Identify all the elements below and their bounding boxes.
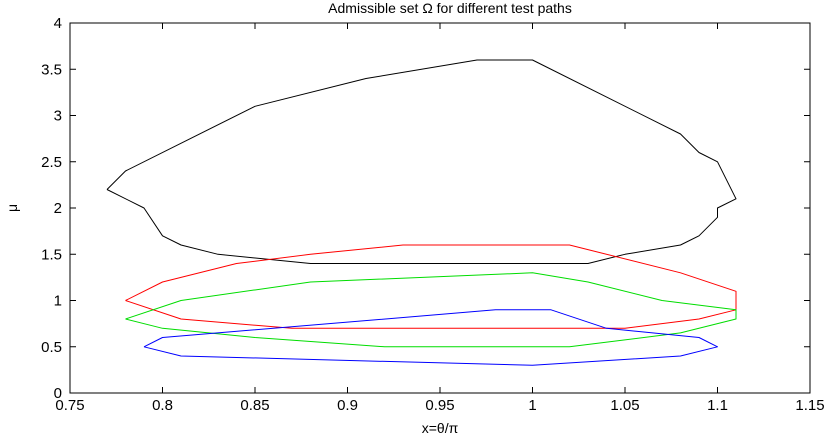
y-tick-label: 1 (54, 293, 62, 310)
chart-title: Admissible set Ω for different test path… (328, 0, 572, 16)
x-tick-label: 0.8 (152, 397, 173, 414)
x-axis-label: x=θ/π (422, 420, 459, 436)
series-line-4 (143, 309, 718, 366)
x-tick-label: 0.9 (337, 397, 358, 414)
y-tick-label: 1.5 (41, 246, 62, 263)
y-tick-label: 0.5 (41, 339, 62, 356)
x-tick-label: 0.95 (425, 397, 454, 414)
y-tick-label: 3.5 (41, 61, 62, 78)
x-tick-label: 1.1 (707, 397, 728, 414)
x-tick-label: 1.05 (610, 397, 639, 414)
y-axis-label: μ (4, 204, 20, 212)
series-line-2 (125, 244, 737, 329)
y-tick-label: 0 (54, 385, 62, 402)
series-layer (106, 59, 737, 366)
y-tick-label: 4 (54, 15, 62, 32)
series-line-3 (125, 272, 737, 348)
series-line-1 (106, 59, 737, 264)
x-tick-label: 1 (528, 397, 536, 414)
y-tick-label: 2 (54, 200, 62, 217)
y-axis: 0 0.5 1 1.5 2 2.5 3 3.5 4 (41, 15, 810, 402)
x-tick-label: 1.15 (795, 397, 824, 414)
x-tick-label: 0.75 (55, 397, 84, 414)
y-tick-label: 3 (54, 108, 62, 125)
y-tick-label: 2.5 (41, 154, 62, 171)
x-axis: 0.75 0.8 0.85 0.9 0.95 1 1.05 1.1 1.15 (55, 23, 825, 414)
x-tick-label: 0.85 (240, 397, 269, 414)
